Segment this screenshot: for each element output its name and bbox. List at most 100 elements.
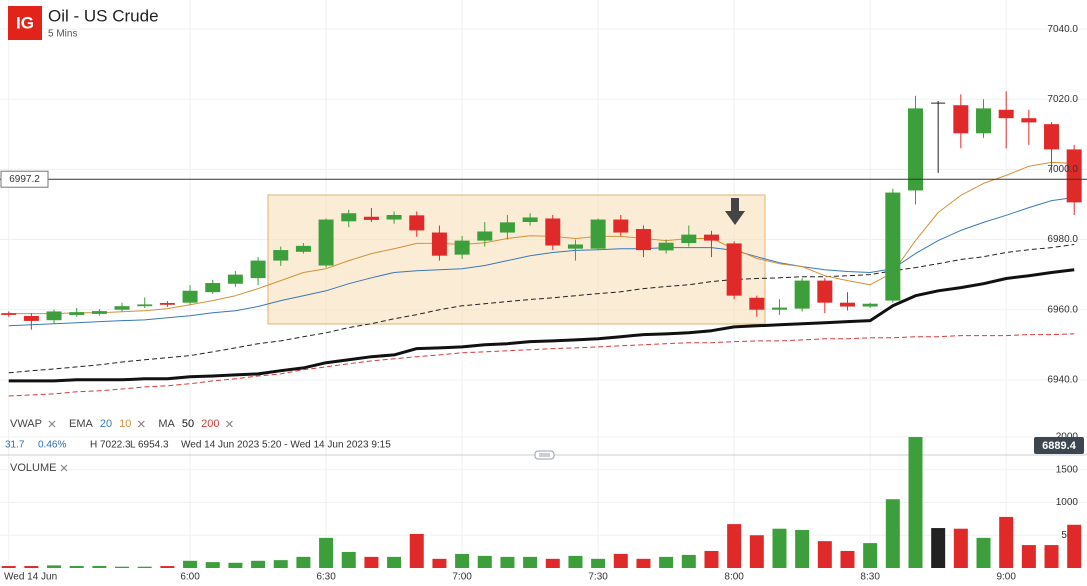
cross-stroke — [226, 420, 233, 428]
candle-body — [114, 306, 130, 310]
legend-param[interactable]: 200 — [201, 418, 219, 430]
candle-body — [386, 214, 402, 220]
candle-body — [182, 290, 198, 303]
remove-indicator[interactable] — [48, 420, 56, 428]
volume-bar — [953, 528, 968, 568]
chart-subtitle: 5 Mins — [48, 29, 77, 40]
change-pct: 0.46% — [38, 440, 66, 451]
remove-indicator[interactable] — [137, 420, 145, 428]
volume-bar — [47, 565, 62, 568]
volume-bar — [795, 530, 810, 568]
cross-stroke — [137, 420, 145, 428]
candle-body — [159, 303, 175, 305]
volume-bar — [477, 555, 492, 568]
candle-body — [635, 229, 651, 251]
cross-stroke — [48, 420, 56, 428]
y-tick-label: 6980.0 — [1047, 234, 1078, 245]
legend-param[interactable]: 50 — [182, 418, 194, 430]
legend-param[interactable]: 10 — [119, 418, 131, 430]
candle-body — [1066, 149, 1082, 203]
volume-bar — [523, 556, 538, 568]
volume-bar — [727, 524, 742, 568]
logo — [8, 6, 42, 40]
candle-body — [318, 219, 334, 266]
volume-bar — [817, 541, 832, 568]
candle-body — [1, 313, 17, 315]
logo-text: IG — [16, 13, 34, 32]
volume-tick-label: 1000 — [1056, 497, 1079, 508]
candle-body — [658, 242, 674, 251]
x-tick-label: 6:30 — [316, 572, 336, 583]
candle-body — [23, 316, 39, 321]
candle-body — [454, 240, 470, 255]
candle-body — [1021, 118, 1037, 123]
candle-body — [295, 245, 311, 252]
y-tick-label: 6960.0 — [1047, 304, 1078, 315]
volume-bar — [387, 556, 402, 568]
volume-bar — [681, 554, 696, 568]
candle-body — [341, 213, 357, 222]
pane-resize-handle[interactable] — [534, 450, 555, 460]
volume-bar — [296, 556, 311, 568]
candle-body — [794, 280, 810, 309]
candle-body — [885, 192, 901, 301]
y-tick-label: 6940.0 — [1047, 374, 1078, 385]
volume-bar — [976, 537, 991, 568]
price-line-tag — [0, 170, 49, 188]
candle-body — [1044, 124, 1060, 150]
volume-bar — [1021, 545, 1036, 568]
volume-bar — [319, 537, 334, 568]
candle-body — [681, 234, 697, 244]
candle-body — [998, 109, 1014, 119]
candle-body — [69, 312, 85, 315]
remove-indicator[interactable] — [226, 420, 233, 428]
low: L 6954.3 — [130, 440, 169, 451]
volume-bar — [863, 543, 878, 568]
candle-body — [409, 215, 425, 231]
volume-bar — [1067, 524, 1082, 568]
legend-param[interactable]: 20 — [100, 418, 112, 430]
candle-body — [522, 217, 538, 223]
volume-bar — [704, 550, 719, 568]
candle-body — [613, 219, 629, 233]
candle-body — [976, 108, 992, 134]
date-range: Wed 14 Jun 2023 5:20 - Wed 14 Jun 2023 9… — [181, 440, 391, 451]
volume-bar — [545, 558, 560, 568]
indicator-line — [8, 244, 1075, 374]
legend-name[interactable]: VWAP — [10, 418, 42, 430]
volume-bar — [772, 528, 787, 568]
y-tick-label: 7040.0 — [1047, 24, 1078, 35]
axes: 6940.06960.06980.07000.07020.07040.05001… — [4, 24, 1078, 583]
volume-bar — [432, 558, 447, 568]
candle-body — [953, 105, 969, 134]
price-line: 6997.2 — [0, 170, 1087, 188]
volume-bar — [137, 566, 152, 568]
y-tick-label: 7020.0 — [1047, 94, 1078, 105]
candle-body — [137, 304, 153, 307]
volume-tick-label: 1500 — [1056, 464, 1079, 475]
candle-body — [749, 297, 765, 310]
volume-bar — [1, 566, 16, 568]
arrow-annotation — [725, 198, 745, 225]
close-volume[interactable] — [60, 464, 68, 472]
candle-body — [567, 244, 583, 249]
volume-bar — [273, 560, 288, 568]
volume-bar — [636, 558, 651, 568]
x-tick-label: 7:30 — [588, 572, 608, 583]
candle-body — [703, 234, 719, 241]
candle-body — [250, 260, 266, 279]
legend-name[interactable]: EMA — [69, 418, 94, 430]
candle-body — [839, 302, 855, 307]
volume-bar — [69, 566, 84, 568]
volume-bar — [591, 558, 606, 568]
x-tick-label: 8:00 — [724, 572, 744, 583]
volume-bar — [183, 560, 198, 568]
candle-body — [477, 231, 493, 241]
volume-bar — [364, 556, 379, 568]
badge — [1034, 437, 1084, 454]
price-line-label: 6997.2 — [9, 174, 40, 185]
legend-name[interactable]: MA — [158, 418, 175, 430]
volume-bar — [1044, 545, 1059, 568]
candle-body — [363, 216, 379, 220]
indicator-line — [8, 333, 1075, 397]
